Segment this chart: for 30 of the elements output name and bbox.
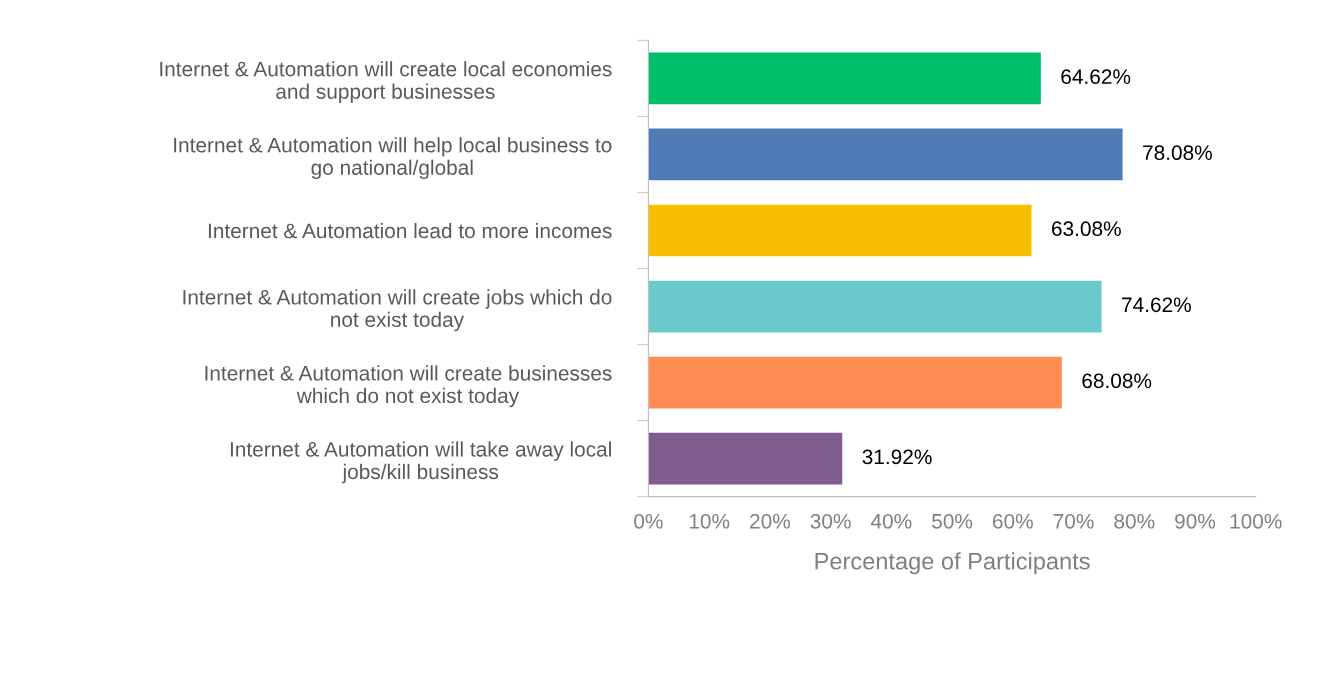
bar bbox=[648, 204, 1032, 257]
x-tick-label: 90% bbox=[1175, 513, 1216, 529]
y-tick-label: Internet & Automation will create jobs which do not exist today bbox=[183, 289, 612, 332]
x-tick-label: 0% bbox=[634, 513, 663, 529]
bar bbox=[648, 280, 1102, 333]
x-tick-label: 30% bbox=[810, 513, 851, 529]
bar bbox=[648, 128, 1123, 181]
y-tick-label: Internet & Automation will create businesses which do not exist today bbox=[205, 365, 612, 408]
x-tick-label: 20% bbox=[750, 513, 790, 529]
x-tick-label: 80% bbox=[1114, 513, 1155, 529]
bar bbox=[648, 356, 1062, 409]
x-tick-label: 40% bbox=[870, 513, 912, 529]
bar bbox=[648, 52, 1041, 105]
x-tick-label: 10% bbox=[689, 513, 730, 529]
y-tick-label: Internet & Automation will take away local jobs/kill business bbox=[230, 441, 611, 484]
data-label: 68.08% bbox=[1082, 373, 1152, 389]
data-label: 31.92% bbox=[862, 449, 932, 465]
y-tick-label: Internet & Automation lead to more incomes bbox=[208, 222, 612, 239]
x-axis-title: Percentage of Participants bbox=[815, 552, 1090, 575]
x-tick-label: 60% bbox=[993, 513, 1033, 529]
data-label: 78.08% bbox=[1143, 145, 1212, 161]
data-label: 64.62% bbox=[1061, 69, 1131, 84]
data-label: 63.08% bbox=[1052, 221, 1121, 237]
data-label: 74.62% bbox=[1122, 297, 1191, 313]
y-tick-label: Internet & Automation will create local economies and support businesses bbox=[160, 61, 612, 104]
y-tick-label: Internet & Automation will help local business to go national/global bbox=[174, 137, 612, 180]
x-tick-label: 70% bbox=[1053, 513, 1094, 529]
x-tick-label: 100% bbox=[1230, 513, 1282, 529]
bar bbox=[648, 432, 843, 485]
x-tick-label: 50% bbox=[932, 513, 973, 529]
